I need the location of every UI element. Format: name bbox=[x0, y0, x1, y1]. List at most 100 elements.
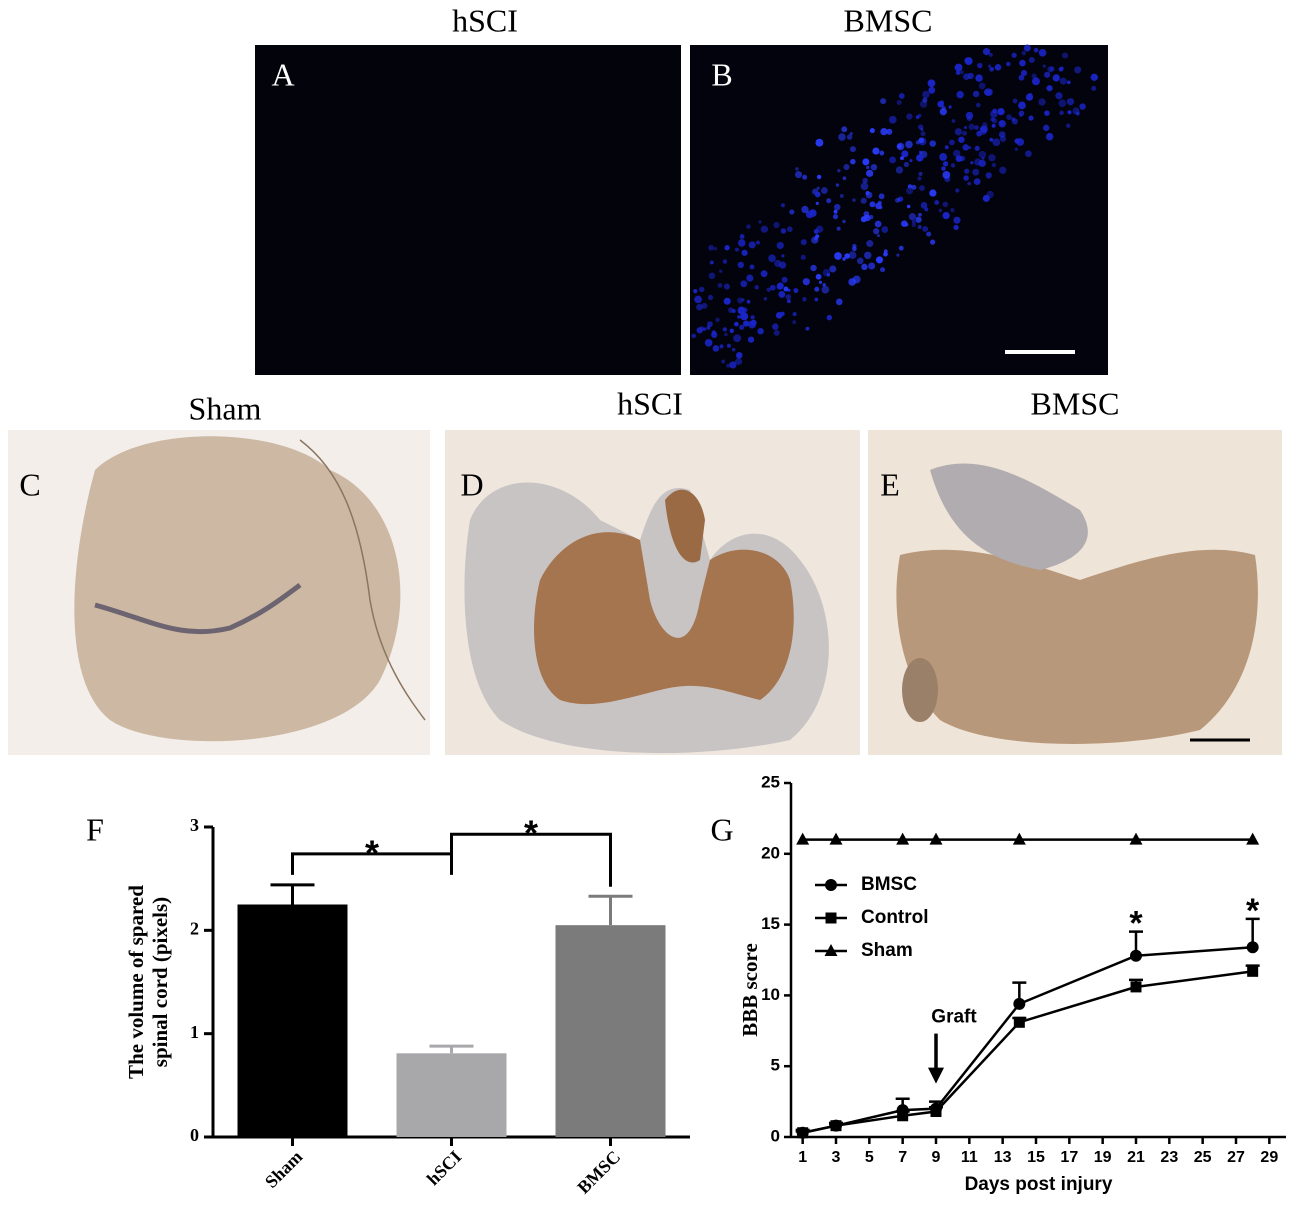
cell bbox=[848, 278, 856, 286]
cell bbox=[959, 70, 964, 75]
significance-bracket bbox=[291, 852, 453, 875]
error-bar bbox=[588, 894, 633, 926]
significance-label: * bbox=[365, 832, 379, 873]
cell bbox=[1018, 74, 1025, 81]
x-tick-label: 13 bbox=[994, 1149, 1012, 1166]
micrograph-a bbox=[255, 45, 681, 375]
legend-label: Sham bbox=[861, 940, 913, 961]
y-tick-label: 0 bbox=[771, 1126, 780, 1145]
cell bbox=[694, 295, 702, 304]
cell bbox=[780, 228, 787, 234]
cell bbox=[746, 224, 751, 229]
cell bbox=[942, 211, 950, 220]
cell bbox=[800, 239, 807, 246]
cell bbox=[717, 282, 723, 288]
cell bbox=[988, 52, 993, 57]
x-tick-label: 21 bbox=[1127, 1149, 1145, 1166]
cell bbox=[734, 321, 739, 327]
cell bbox=[954, 63, 963, 72]
cell bbox=[826, 314, 833, 321]
cell bbox=[737, 306, 746, 315]
cell bbox=[810, 264, 817, 272]
cell bbox=[880, 98, 887, 105]
cell bbox=[982, 48, 991, 56]
cell bbox=[801, 205, 809, 214]
cell bbox=[1028, 56, 1035, 64]
cell bbox=[968, 123, 975, 130]
cell bbox=[728, 307, 734, 313]
cell bbox=[833, 203, 841, 211]
cell bbox=[1067, 110, 1072, 115]
cell bbox=[997, 108, 1005, 116]
cell bbox=[849, 146, 856, 153]
cell bbox=[873, 228, 880, 235]
cell bbox=[975, 74, 983, 82]
cell bbox=[740, 280, 748, 288]
cell bbox=[1074, 66, 1082, 74]
cell bbox=[746, 274, 754, 282]
cell bbox=[866, 240, 874, 248]
cell bbox=[814, 191, 821, 198]
cell bbox=[740, 312, 749, 321]
cell bbox=[766, 287, 771, 292]
y-tick-label: 2 bbox=[190, 918, 199, 938]
cell bbox=[877, 200, 882, 205]
cell bbox=[896, 253, 900, 257]
cell bbox=[953, 149, 961, 157]
y-tick-label: 3 bbox=[190, 815, 199, 835]
x-tick-label: 27 bbox=[1227, 1149, 1245, 1166]
cell bbox=[983, 88, 992, 96]
bar bbox=[396, 1053, 507, 1137]
cell bbox=[856, 257, 864, 265]
x-tick-label: 19 bbox=[1094, 1149, 1112, 1166]
cell bbox=[837, 169, 841, 173]
cell bbox=[1012, 98, 1018, 104]
cell bbox=[793, 288, 799, 294]
cell bbox=[895, 197, 900, 203]
cell bbox=[949, 139, 955, 146]
cell bbox=[860, 197, 867, 204]
x-tick-label: 25 bbox=[1194, 1149, 1212, 1166]
cell bbox=[722, 259, 728, 264]
cell bbox=[758, 220, 762, 224]
cell bbox=[780, 203, 785, 208]
cell bbox=[768, 254, 776, 263]
x-tick-label: 3 bbox=[832, 1149, 841, 1166]
cell bbox=[1025, 150, 1032, 158]
cell bbox=[733, 334, 742, 343]
cell bbox=[805, 326, 810, 331]
cell bbox=[919, 185, 925, 192]
cell bbox=[865, 191, 873, 199]
cell bbox=[852, 246, 857, 252]
cell bbox=[974, 125, 979, 130]
cell bbox=[901, 150, 909, 158]
cell bbox=[821, 285, 830, 294]
panel-label: F bbox=[86, 811, 104, 847]
y-tick-label: 5 bbox=[771, 1056, 780, 1075]
cell bbox=[898, 93, 905, 99]
cell bbox=[918, 171, 923, 176]
cell bbox=[842, 219, 846, 224]
cell bbox=[961, 130, 968, 136]
cell bbox=[965, 111, 974, 120]
cell bbox=[1061, 52, 1069, 59]
cell bbox=[963, 73, 970, 80]
cell bbox=[1044, 71, 1051, 78]
cell bbox=[909, 159, 913, 163]
cell bbox=[711, 331, 718, 339]
x-tick-label: 5 bbox=[865, 1149, 874, 1166]
cell bbox=[948, 105, 952, 109]
cell bbox=[911, 219, 916, 224]
cell bbox=[826, 273, 831, 277]
cell bbox=[973, 178, 981, 186]
tissue bbox=[74, 436, 401, 742]
cell bbox=[879, 150, 885, 156]
cell bbox=[832, 214, 839, 220]
cell bbox=[906, 204, 911, 209]
annotation-label: * bbox=[1246, 892, 1260, 930]
cell bbox=[942, 161, 949, 167]
bar bbox=[237, 904, 348, 1137]
cell bbox=[743, 320, 750, 327]
cell bbox=[776, 283, 784, 290]
cell bbox=[1046, 85, 1053, 92]
